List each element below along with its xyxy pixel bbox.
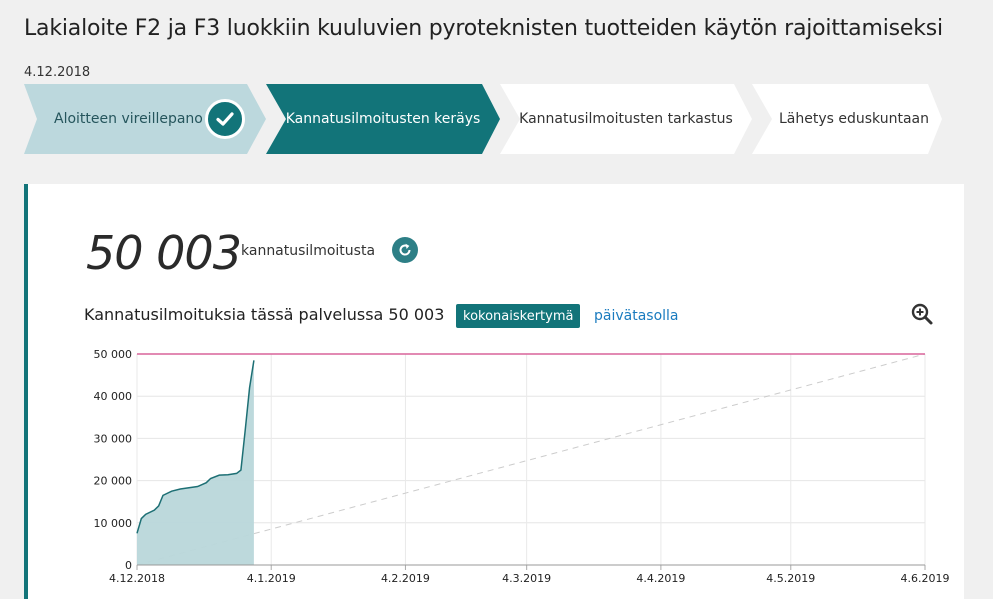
y-tick-label: 10 000 [94, 517, 133, 530]
x-tick-label: 4.4.2019 [636, 572, 685, 585]
step-verification[interactable]: Kannatusilmoitusten tarkastus [500, 84, 752, 154]
support-count: 50 003 [86, 226, 242, 280]
y-tick-label: 30 000 [94, 432, 133, 445]
x-tick-label: 4.2.2019 [381, 572, 430, 585]
y-tick-label: 20 000 [94, 475, 133, 488]
support-count-label: kannatusilmoitusta [241, 243, 376, 259]
checkmark-icon [205, 99, 245, 139]
support-line [136, 360, 255, 534]
y-tick-label: 50 000 [94, 348, 133, 361]
step-label: Aloitteen vireillepano [54, 111, 203, 127]
step-label: Kannatusilmoitusten keräys [285, 111, 481, 127]
y-tick-label: 0 [125, 559, 132, 572]
x-tick-label: 4.6.2019 [901, 572, 950, 585]
page-title: Lakialoite F2 ja F3 luokkiin kuuluvien p… [24, 16, 943, 41]
zoom-in-icon[interactable] [910, 302, 934, 326]
step-label: Lähetys eduskuntaan [779, 111, 929, 127]
support-chart: 0 10 000 20 000 30 000 40 000 50 000 4.12.2018… [94, 348, 950, 585]
x-tick-label: 4.12.2018 [109, 572, 165, 585]
refresh-icon[interactable] [392, 237, 418, 263]
y-tick-label: 40 000 [94, 390, 133, 403]
initiative-date: 4.12.2018 [24, 65, 91, 80]
daily-toggle-link[interactable]: päivätasolla [594, 308, 679, 324]
progress-steps: Aloitteen vireillepano Kannatusilmoitust… [24, 84, 944, 154]
step-label: Kannatusilmoitusten tarkastus [519, 111, 733, 127]
x-tick-label: 4.5.2019 [766, 572, 815, 585]
cumulative-toggle[interactable]: kokonaiskertymä [456, 304, 581, 328]
x-tick-label: 4.3.2019 [502, 572, 551, 585]
x-tick-label: 4.1.2019 [247, 572, 296, 585]
step-collection[interactable]: Kannatusilmoitusten keräys [266, 84, 500, 154]
pace-line [136, 353, 926, 566]
step-initiation[interactable]: Aloitteen vireillepano [24, 84, 266, 154]
support-area [137, 360, 254, 565]
chart-title: Kannatusilmoituksia tässä palvelussa 50 … [84, 305, 445, 324]
step-submission[interactable]: Lähetys eduskuntaan [752, 84, 942, 154]
